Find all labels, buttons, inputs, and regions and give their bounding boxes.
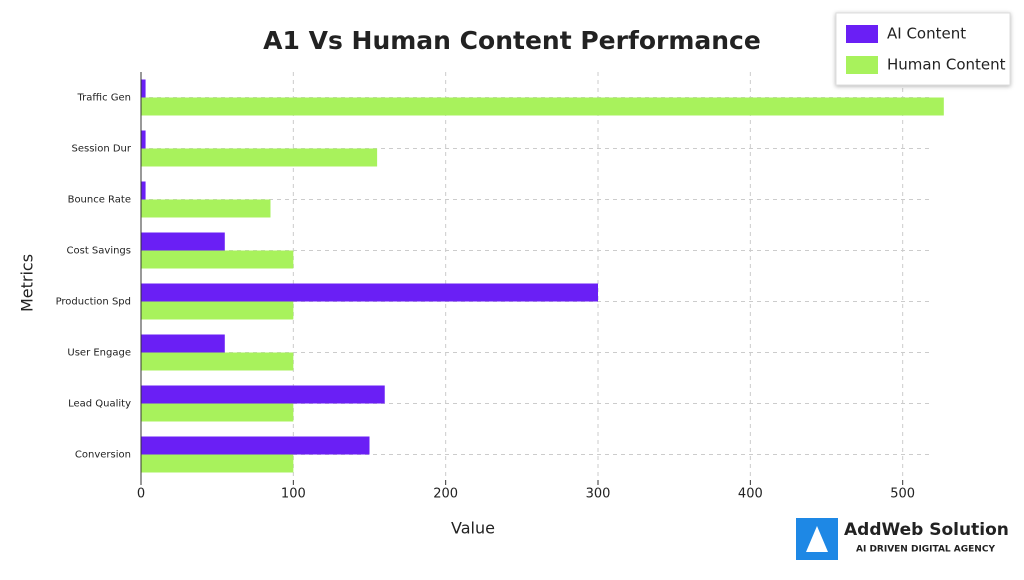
bar bbox=[141, 334, 225, 353]
logo-name: AddWeb Solution bbox=[844, 520, 1009, 540]
bar bbox=[141, 79, 146, 98]
logo-mark bbox=[806, 526, 828, 552]
y-tick-label: Cost Savings bbox=[67, 246, 131, 257]
bar bbox=[141, 454, 294, 473]
bar bbox=[141, 148, 378, 167]
bar bbox=[141, 283, 599, 302]
x-tick-label: 200 bbox=[433, 487, 458, 502]
bar bbox=[141, 232, 225, 251]
x-axis-label: Value bbox=[451, 519, 495, 538]
y-tick-label: Production Spd bbox=[56, 297, 131, 308]
logo: AddWeb Solution AI DRIVEN DIGITAL AGENCY bbox=[796, 518, 1009, 560]
x-tick-label: 500 bbox=[890, 487, 915, 502]
bar bbox=[141, 301, 294, 320]
x-tick-label: 400 bbox=[738, 487, 763, 502]
legend-label: Human Content bbox=[887, 56, 1006, 74]
bar bbox=[141, 250, 294, 269]
bar bbox=[141, 352, 294, 371]
x-tick-label: 0 bbox=[137, 487, 145, 502]
y-tick-label: Conversion bbox=[75, 450, 131, 461]
legend-label: AI Content bbox=[887, 25, 966, 43]
bar bbox=[141, 181, 146, 200]
y-axis-label: Metrics bbox=[18, 254, 37, 312]
bar bbox=[141, 130, 146, 149]
y-tick-label: Traffic Gen bbox=[77, 93, 131, 104]
bar bbox=[141, 97, 944, 116]
y-tick-label: User Engage bbox=[67, 348, 131, 359]
x-tick-label: 100 bbox=[281, 487, 306, 502]
bar bbox=[141, 403, 294, 422]
y-tick-label: Lead Quality bbox=[68, 399, 131, 410]
bar bbox=[141, 199, 271, 218]
chart-title: A1 Vs Human Content Performance bbox=[263, 26, 761, 55]
logo-tagline: AI DRIVEN DIGITAL AGENCY bbox=[856, 545, 995, 555]
x-tick-label: 300 bbox=[586, 487, 611, 502]
y-tick-label: Session Dur bbox=[72, 144, 132, 155]
bar bbox=[141, 436, 370, 455]
legend-swatch bbox=[846, 25, 878, 43]
bar bbox=[141, 385, 385, 404]
legend-swatch bbox=[846, 56, 878, 74]
y-tick-label: Bounce Rate bbox=[68, 195, 131, 206]
